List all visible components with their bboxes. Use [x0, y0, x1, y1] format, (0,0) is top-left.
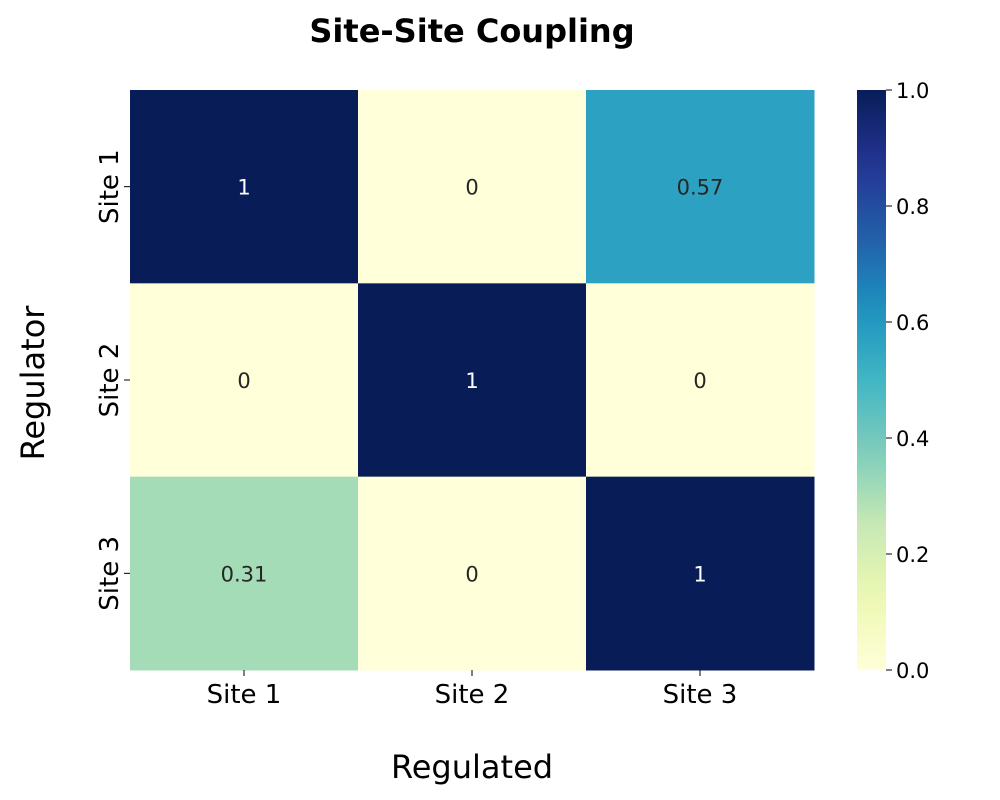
y-tick-label: Site 2 [95, 343, 125, 418]
colorbar-ticks: 0.0 0.2 0.4 0.6 0.8 1.0 [886, 79, 929, 683]
heatmap-cell [586, 90, 815, 284]
y-axis-ticks: Site 1 Site 2 Site 3 [95, 149, 130, 611]
heatmap-cell [130, 476, 359, 671]
heatmap-value-labels: 1 0 0.57 0 1 0 0.31 0 1 [221, 176, 724, 587]
cell-value-label: 1 [237, 176, 250, 200]
cell-value-label: 0 [693, 369, 706, 393]
cell-value-label: 1 [465, 369, 478, 393]
chart-title: Site-Site Coupling [309, 12, 634, 50]
cell-value-label: 1 [693, 562, 706, 586]
x-tick-label: Site 1 [207, 680, 282, 710]
y-tick-label: Site 1 [95, 149, 125, 224]
heatmap-cells [130, 90, 815, 671]
colorbar-tick-label: 0.4 [896, 427, 929, 451]
y-axis-label: Regulator [14, 305, 52, 461]
colorbar-tick-label: 1.0 [896, 79, 929, 103]
colorbar-tick-label: 0.2 [896, 543, 929, 567]
heatmap-cell [586, 476, 815, 671]
heatmap-cell [358, 283, 587, 478]
y-tick-label: Site 3 [95, 536, 125, 611]
heatmap-cell [358, 90, 587, 284]
x-axis-label: Regulated [391, 748, 553, 786]
cell-value-label: 0 [465, 176, 478, 200]
heatmap-cell [358, 476, 587, 671]
colorbar-tick-label: 0.8 [896, 195, 929, 219]
colorbar [857, 90, 886, 670]
cell-value-label: 0.57 [677, 176, 724, 200]
heatmap-cell [130, 90, 359, 284]
cell-value-label: 0.31 [221, 562, 268, 586]
x-tick-label: Site 2 [435, 680, 510, 710]
cell-value-label: 0 [237, 369, 250, 393]
colorbar-tick-label: 0.0 [896, 659, 929, 683]
x-axis-ticks: Site 1 Site 2 Site 3 [207, 670, 738, 710]
cell-value-label: 0 [465, 562, 478, 586]
heatmap-cell [586, 283, 815, 478]
colorbar-tick-label: 0.6 [896, 311, 929, 335]
heatmap-cell [130, 283, 359, 478]
x-tick-label: Site 3 [663, 680, 738, 710]
